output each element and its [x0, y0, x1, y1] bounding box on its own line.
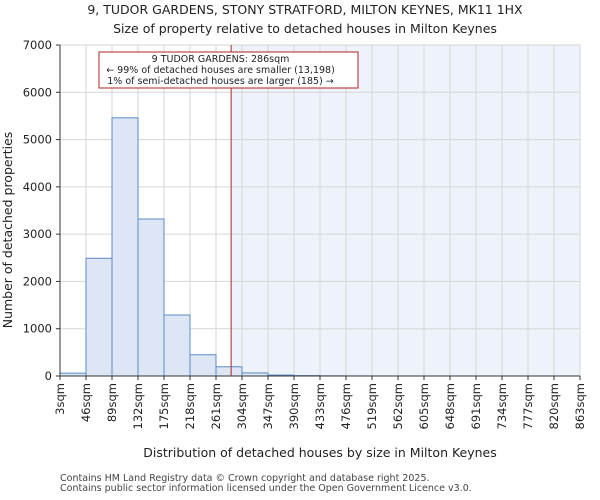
footer-licence: Contains public sector information licen… [60, 483, 472, 494]
chart-subtitle: Size of property relative to detached ho… [113, 21, 497, 36]
histogram-bar [163, 314, 191, 377]
y-tick-label: 7000 [23, 38, 52, 52]
y-tick-label: 0 [45, 369, 52, 383]
larger-shade-region [231, 45, 580, 376]
y-tick-label: 3000 [23, 227, 52, 241]
x-tick-label: 46sqm [79, 383, 93, 422]
x-tick-label: 304sqm [235, 383, 249, 429]
annotation-title: 9 TUDOR GARDENS: 286sqm [152, 54, 290, 65]
plot-area: 0 1000 2000 3000 4000 5000 6000 7000 3sqm 46sqm 89… [23, 38, 587, 429]
histogram-bar [111, 117, 139, 377]
x-axis-label: Distribution of detached houses by size … [143, 445, 497, 460]
y-tick-label: 6000 [23, 85, 52, 99]
x-tick-label: 261sqm [209, 383, 223, 429]
chart-title: 9, TUDOR GARDENS, STONY STRATFORD, MILTO… [87, 2, 523, 17]
histogram-bar [189, 354, 217, 377]
x-tick-label: 390sqm [287, 383, 301, 429]
x-tick-label: 605sqm [417, 383, 431, 429]
x-tick-label: 519sqm [365, 383, 379, 429]
x-tick-label: 691sqm [469, 383, 483, 429]
x-tick-label: 476sqm [339, 383, 353, 429]
x-tick-label: 734sqm [495, 383, 509, 429]
annotation-smaller: ← 99% of detached houses are smaller (13… [106, 65, 335, 76]
x-tick-label: 433sqm [313, 383, 327, 429]
y-tick-label: 4000 [23, 180, 52, 194]
annotation-larger: 1% of semi-detached houses are larger (1… [107, 76, 334, 87]
x-tick-label: 175sqm [157, 383, 171, 429]
x-tick-label: 648sqm [443, 383, 457, 429]
y-tick-label: 2000 [23, 274, 52, 288]
histogram-bar [215, 366, 243, 377]
x-tick-label: 347sqm [261, 383, 275, 429]
y-tick-label: 5000 [23, 133, 52, 147]
y-tick-label: 1000 [23, 322, 52, 336]
x-tick-label: 820sqm [547, 383, 561, 429]
x-tick-label: 89sqm [105, 383, 119, 422]
y-axis-label: Number of detached properties [0, 132, 15, 329]
histogram-bar [85, 257, 113, 377]
x-tick-label: 218sqm [183, 383, 197, 429]
x-tick-label: 777sqm [521, 383, 535, 429]
x-tick-label: 3sqm [53, 383, 67, 415]
x-tick-label: 562sqm [391, 383, 405, 429]
histogram-bar [137, 218, 165, 377]
x-tick-label: 863sqm [573, 383, 587, 429]
x-tick-label: 132sqm [131, 383, 145, 429]
footer-copyright: Contains HM Land Registry data © Crown c… [60, 473, 430, 484]
annotation-box [98, 51, 359, 89]
